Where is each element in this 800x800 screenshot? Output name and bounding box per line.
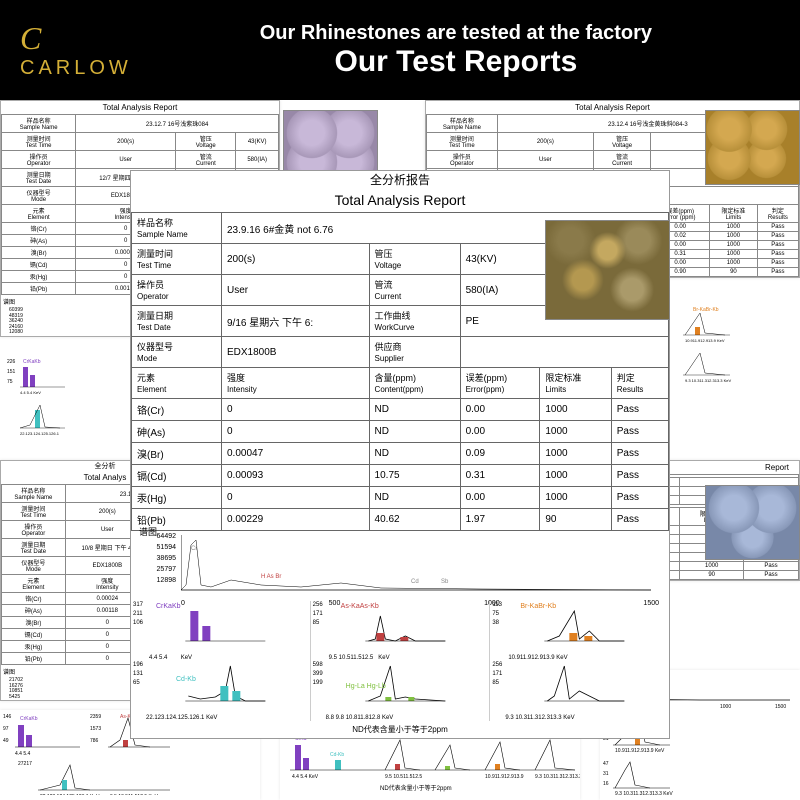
svg-text:9.3 10.311.312.313.3: 9.3 10.311.312.313.3	[535, 774, 580, 780]
svg-text:ND代表含量小于等于2ppm: ND代表含量小于等于2ppm	[380, 784, 452, 792]
svg-text:Br-KaBr-Kb: Br-KaBr-Kb	[693, 307, 719, 313]
data-row: 砷(As)0ND0.001000Pass	[132, 421, 669, 443]
svg-text:47: 47	[603, 761, 609, 767]
photo-blue-br	[705, 485, 800, 560]
svg-text:786: 786	[90, 738, 99, 744]
svg-text:9.5 10.511.512.5: 9.5 10.511.512.5	[385, 774, 422, 780]
mini-charts-row1: 317211106 CrKaKb 4.4 5.4 KeV 25617185 As…	[131, 601, 669, 661]
svg-text:1573: 1573	[90, 726, 101, 732]
mini-chart-cd: 19613165 Cd-Kb 22.123.124.125.126.1 KeV	[131, 661, 311, 721]
footnote: ND代表含量小于等于2ppm	[131, 721, 669, 738]
svg-text:2359: 2359	[90, 714, 101, 720]
logo: C CARLOW	[20, 20, 132, 80]
svg-text:9.5 10.511.512.5 KeV: 9.5 10.511.512.5 KeV	[110, 794, 159, 795]
svg-text:16: 16	[603, 781, 609, 787]
mini-chart-cr: 317211106 CrKaKb 4.4 5.4 KeV	[131, 601, 311, 661]
report-title-cn: 全分析报告	[131, 171, 669, 188]
report-title-en: Total Analysis Report	[131, 188, 669, 212]
svg-text:Sb: Sb	[441, 579, 449, 585]
svg-text:H As Br: H As Br	[261, 574, 281, 580]
mini-chart-pb: 25617185 9.3 10.311.312.313.3 KeV	[490, 661, 669, 721]
svg-text:4.4 5.4 KeV: 4.4 5.4 KeV	[292, 774, 319, 780]
header: C CARLOW Our Rhinestones are tested at t…	[0, 0, 800, 100]
header-title: Our Test Reports	[132, 45, 780, 79]
logo-icon: C	[20, 20, 132, 57]
svg-text:22.123.124.125.126.1 KeV: 22.123.124.125.126.1 KeV	[40, 794, 100, 795]
mini-chart-hg: 598399199 Hg-La Hg-Lb 8.8 9.8 10.811.812…	[311, 661, 491, 721]
svg-text:10.911.912.913.9 KeV: 10.911.912.913.9 KeV	[685, 338, 725, 343]
svg-text:226: 226	[7, 359, 16, 365]
data-row: 溴(Br)0.00047ND0.091000Pass	[132, 443, 669, 465]
mini-chart-as: 25617185 As-KaAs-Kb 9.5 10.511.512.5 KeV	[311, 601, 491, 661]
mini-charts-row2: 19613165 Cd-Kb 22.123.124.125.126.1 KeV …	[131, 661, 669, 721]
spectrum-chart: Cr H As Br Cd Sb	[181, 535, 651, 595]
svg-text:75: 75	[7, 379, 13, 385]
bg-charts-tr-small: Br-KaBr-Kb 10.911.912.913.9 KeV 9.3 10.3…	[675, 305, 795, 395]
svg-text:9.3 10.311.312.313.3 KeV: 9.3 10.311.312.313.3 KeV	[615, 791, 673, 795]
svg-text:10.911.912.913.9 KeV: 10.911.912.913.9 KeV	[615, 748, 665, 754]
svg-text:97: 97	[3, 726, 9, 732]
report-title: Total Analysis Report	[1, 101, 279, 114]
svg-text:Cd: Cd	[411, 579, 419, 585]
bg-charts-tl-small: 226 151 75 CrKaKb 4.4 5.4 KeV 22.123.124.1…	[5, 355, 125, 445]
svg-text:1500: 1500	[775, 704, 786, 710]
svg-text:4.4 5.4 KeV: 4.4 5.4 KeV	[20, 390, 41, 395]
logo-text: CARLOW	[20, 57, 132, 80]
bg-charts-bm: CrKa Cd-Kb 4.4 5.4 KeV 9.5 10.511.512.5 …	[280, 730, 580, 800]
data-row: 汞(Hg)0ND0.001000Pass	[132, 487, 669, 509]
svg-text:CrKaKb: CrKaKb	[20, 716, 38, 722]
reports-area: Total Analysis Report 样品名称Sample Name23.…	[0, 100, 800, 800]
photo-amber-tr	[705, 110, 800, 185]
data-row: 镉(Cd)0.0009310.750.311000Pass	[132, 465, 669, 487]
svg-text:9.3 10.311.312.313.3 KeV: 9.3 10.311.312.313.3 KeV	[685, 378, 732, 383]
svg-text:22.123.124.125.126.1: 22.123.124.125.126.1	[20, 431, 60, 436]
main-spectrum: 谱图 6449251594386952579712898 Cr H As Br …	[131, 531, 669, 601]
svg-text:4.4 5.4: 4.4 5.4	[15, 751, 31, 757]
svg-text:Cd-Kb: Cd-Kb	[330, 752, 344, 758]
header-subtitle: Our Rhinestones are tested at the factor…	[132, 22, 780, 45]
data-row: 铅(Pb)0.0022940.621.9790Pass	[132, 509, 669, 531]
data-row: 铬(Cr)0ND0.001000Pass	[132, 399, 669, 421]
svg-text:CrKaKb: CrKaKb	[23, 359, 41, 365]
svg-text:31: 31	[603, 771, 609, 777]
svg-text:146: 146	[3, 714, 12, 720]
svg-text:49: 49	[3, 738, 9, 744]
mini-chart-br: 1137538 Br-KaBr-Kb 10.911.912.913.9 KeV	[490, 601, 669, 661]
photo-mixed-center	[545, 220, 670, 320]
svg-text:27217: 27217	[18, 761, 32, 767]
svg-text:1000: 1000	[720, 704, 731, 710]
svg-text:151: 151	[7, 369, 16, 375]
mini-chart: CrKa Cd-Kb 4.4 5.4 KeV 9.5 10.511.512.5 …	[280, 730, 580, 795]
header-text: Our Rhinestones are tested at the factor…	[132, 22, 780, 79]
svg-text:10.911.912.913.9: 10.911.912.913.9	[485, 774, 524, 780]
svg-text:Cr: Cr	[191, 546, 197, 552]
